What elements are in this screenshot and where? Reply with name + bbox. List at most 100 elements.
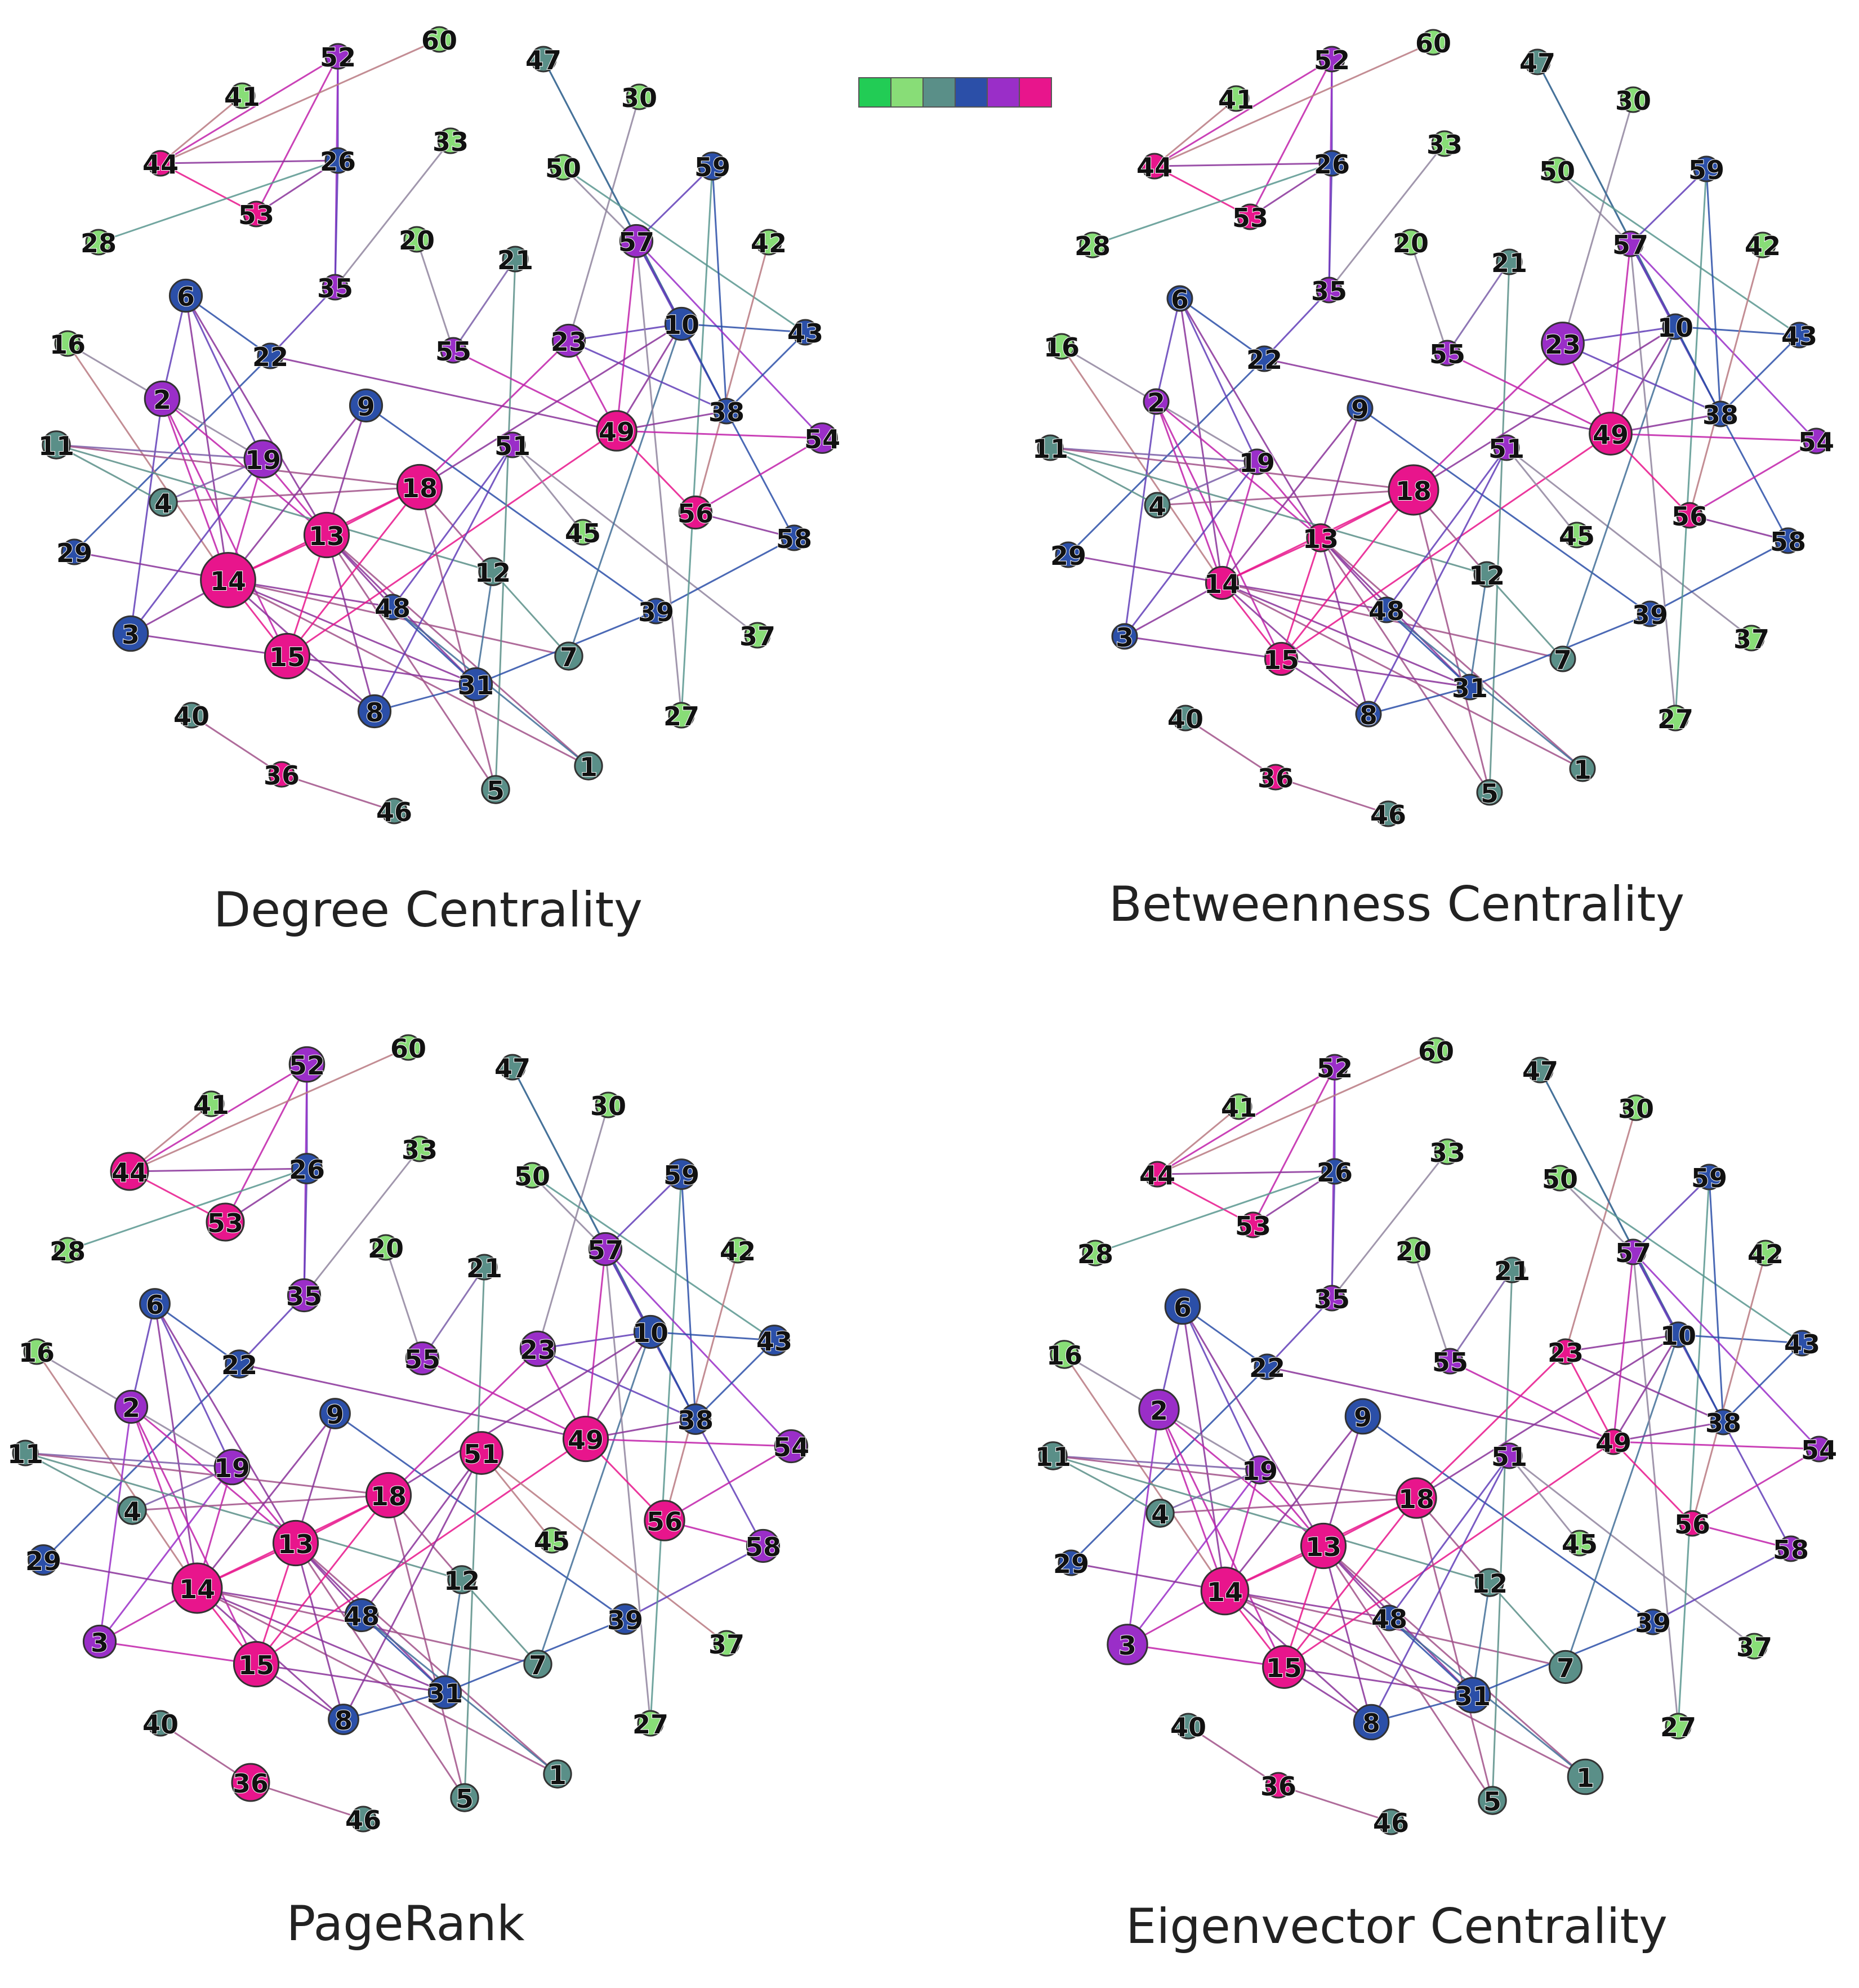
edge-12-7 <box>492 570 570 657</box>
node-26 <box>291 1153 323 1184</box>
node-label-47: 47 <box>1522 1056 1558 1086</box>
edge-44-26 <box>129 1167 307 1173</box>
node-label-45: 45 <box>1562 1529 1598 1559</box>
node-5 <box>1478 1786 1507 1815</box>
node-label-14: 14 <box>210 566 246 596</box>
node-label-31: 31 <box>458 670 494 701</box>
node-13 <box>1306 523 1335 552</box>
node-20 <box>372 1234 399 1261</box>
node-label-55: 55 <box>1432 1347 1468 1378</box>
node-38 <box>1707 400 1734 427</box>
node-49 <box>596 410 638 452</box>
edge-13-15 <box>1280 537 1322 659</box>
node-label-52: 52 <box>320 42 356 73</box>
node-label-60: 60 <box>1415 28 1451 59</box>
node-3 <box>82 1624 117 1659</box>
edge-10-43 <box>681 323 806 333</box>
node-33 <box>437 127 464 154</box>
node-label-20: 20 <box>1396 1236 1432 1267</box>
node-19 <box>1245 1455 1274 1485</box>
node-35 <box>1316 277 1343 304</box>
node-46 <box>381 797 408 824</box>
node-47 <box>499 1054 526 1081</box>
node-48 <box>1376 1604 1403 1632</box>
node-22 <box>225 1349 254 1379</box>
node-8 <box>328 1704 359 1735</box>
node-label-14: 14 <box>179 1574 215 1604</box>
node-label-39: 39 <box>1632 600 1668 630</box>
node-38 <box>680 1403 711 1435</box>
edge-10-18 <box>388 1331 651 1496</box>
node-44 <box>1144 1161 1171 1188</box>
node-label-21: 21 <box>1491 248 1527 278</box>
node-label-10: 10 <box>1660 1321 1696 1351</box>
node-36 <box>231 1763 270 1802</box>
node-11 <box>12 1439 39 1467</box>
node-label-18: 18 <box>1398 1484 1434 1514</box>
edge-2-3 <box>1126 1409 1160 1645</box>
node-label-13: 13 <box>1305 1532 1341 1562</box>
edge-44-26 <box>160 159 338 164</box>
node-48 <box>379 594 406 621</box>
node-label-19: 19 <box>245 445 281 475</box>
node-label-28: 28 <box>81 228 117 258</box>
edge-10-43 <box>650 1331 775 1341</box>
node-label-50: 50 <box>1539 156 1575 186</box>
edge-12-31 <box>1469 574 1488 688</box>
node-9 <box>349 388 384 423</box>
node-label-19: 19 <box>1239 448 1275 478</box>
edge-57-27 <box>1629 243 1677 719</box>
edge-51-37 <box>1506 447 1752 639</box>
node-label-47: 47 <box>525 45 561 75</box>
node-37 <box>713 1630 740 1657</box>
edge-7-10 <box>537 1331 652 1665</box>
edge-23-38 <box>537 1348 696 1420</box>
edge-2-15 <box>161 398 288 657</box>
node-label-20: 20 <box>399 225 435 256</box>
node-label-31: 31 <box>1452 673 1488 703</box>
edge-15-31 <box>1281 658 1470 688</box>
node-label-39: 39 <box>607 1605 643 1635</box>
edge-15-49 <box>1283 1441 1614 1668</box>
node-52 <box>1318 46 1345 73</box>
node-36 <box>268 761 295 788</box>
node-label-45: 45 <box>565 518 601 549</box>
edge-33-35 <box>1331 1151 1448 1299</box>
edge-39-58 <box>625 1545 764 1620</box>
node-3 <box>112 615 149 652</box>
node-label-22: 22 <box>252 342 288 372</box>
edge-21-55 <box>452 258 516 351</box>
edge-layer <box>25 1046 792 1820</box>
node-label-44: 44 <box>112 1157 148 1188</box>
edge-9-14 <box>196 1413 336 1589</box>
edge-57-54 <box>635 240 823 439</box>
edge-44-53 <box>160 162 257 215</box>
edge-18-5 <box>1415 1497 1494 1801</box>
node-54 <box>774 1429 809 1464</box>
node-22 <box>257 342 284 369</box>
edge-13-5 <box>1319 537 1491 793</box>
node-label-18: 18 <box>402 473 438 503</box>
edge-12-7 <box>1486 573 1564 660</box>
node-58 <box>746 1528 781 1563</box>
node-label-55: 55 <box>1429 339 1465 369</box>
node-label-30: 30 <box>1618 1094 1654 1124</box>
node-label-1: 1 <box>579 752 598 782</box>
node-label-33: 33 <box>1429 1138 1465 1168</box>
edge-6-2 <box>1155 298 1181 402</box>
edge-10-18 <box>1416 1334 1679 1499</box>
node-35 <box>322 274 349 301</box>
node-16 <box>1050 1340 1079 1369</box>
edge-18-23 <box>1412 342 1564 491</box>
edge-31-8 <box>374 683 476 712</box>
edge-23-38 <box>568 340 727 412</box>
node-label-53: 53 <box>1235 1211 1271 1241</box>
node-59 <box>1693 155 1720 182</box>
edge-56-54 <box>1689 440 1817 516</box>
edge-6-19 <box>1179 298 1258 462</box>
edge-9-14 <box>1224 1416 1364 1592</box>
node-60 <box>1423 1037 1450 1064</box>
node-47 <box>1524 48 1551 75</box>
node-46 <box>350 1806 377 1833</box>
